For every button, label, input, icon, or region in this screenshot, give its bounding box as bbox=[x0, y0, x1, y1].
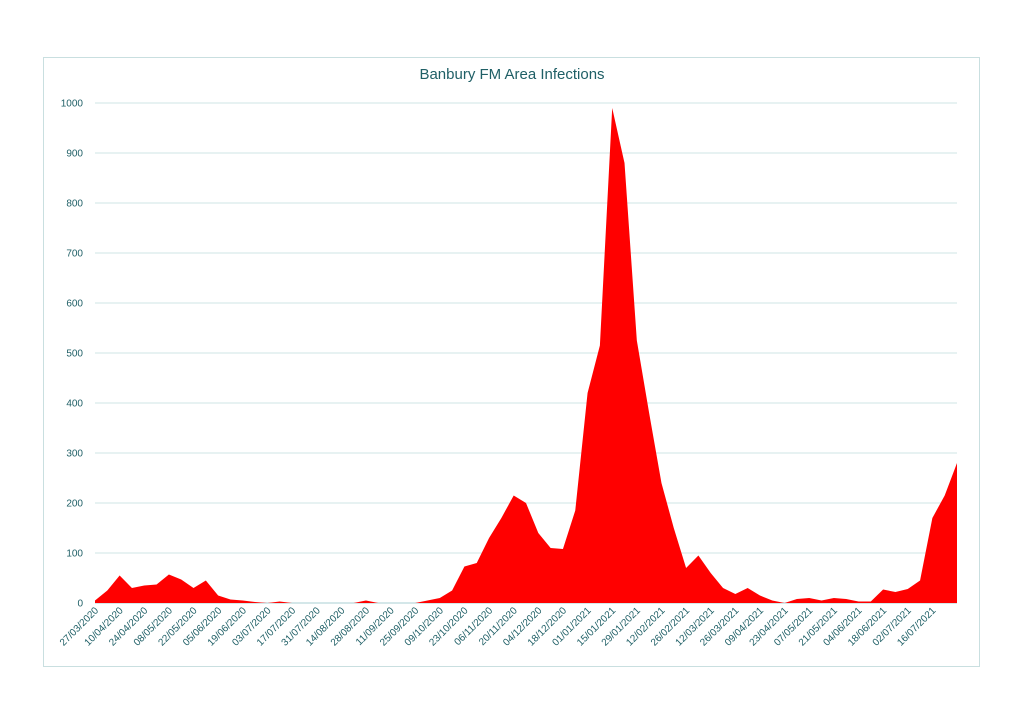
y-tick-label: 500 bbox=[66, 349, 83, 360]
y-tick-label: 200 bbox=[66, 499, 83, 510]
y-tick-label: 0 bbox=[77, 599, 83, 610]
chart-title: Banbury FM Area Infections bbox=[419, 66, 605, 83]
x-axis-ticks: 27/03/202010/04/202024/04/202008/05/2020… bbox=[58, 605, 939, 648]
series-area bbox=[95, 108, 957, 603]
y-tick-label: 900 bbox=[66, 149, 83, 160]
y-tick-label: 600 bbox=[66, 299, 83, 310]
y-tick-label: 800 bbox=[66, 199, 83, 210]
infections-area bbox=[95, 108, 957, 603]
y-tick-label: 400 bbox=[66, 399, 83, 410]
y-tick-label: 300 bbox=[66, 449, 83, 460]
gridlines bbox=[95, 102, 957, 604]
y-tick-label: 100 bbox=[66, 549, 83, 560]
y-tick-label: 1000 bbox=[61, 99, 84, 110]
y-axis-ticks: 0 100 200 300 400 500 600 700 800 900 1000 bbox=[61, 99, 84, 610]
y-tick-label: 700 bbox=[66, 249, 83, 260]
